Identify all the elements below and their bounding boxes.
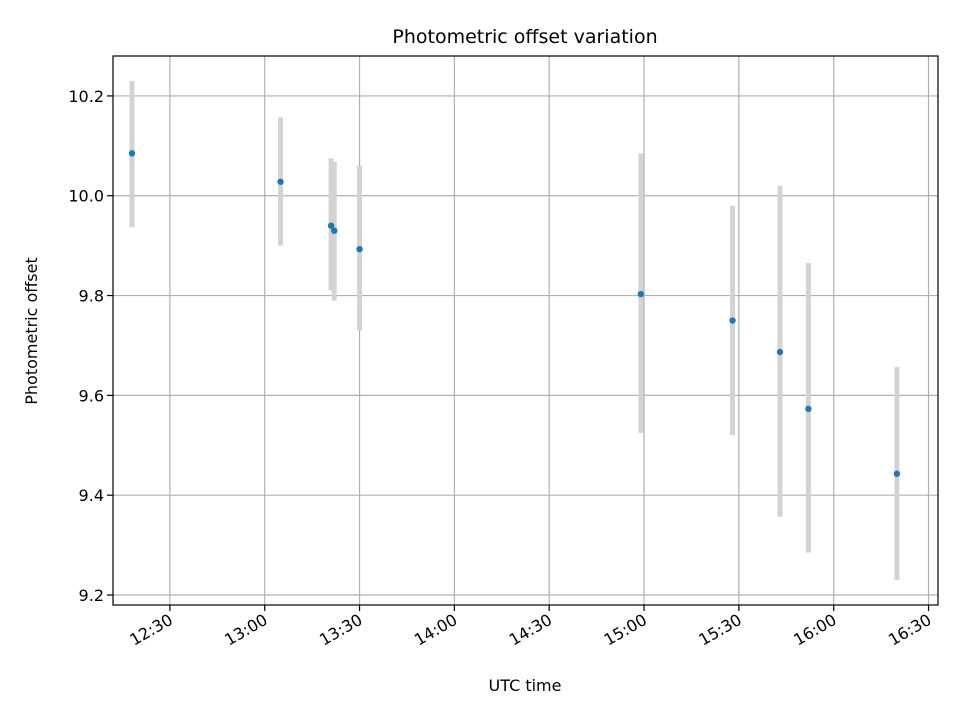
- x-tick-label: 14:30: [506, 610, 555, 650]
- data-point: [893, 470, 901, 477]
- y-tick-label: 9.2: [79, 586, 104, 605]
- data-point: [805, 405, 812, 413]
- data-points: [128, 150, 901, 477]
- data-point: [128, 150, 136, 157]
- chart-title: Photometric offset variation: [392, 26, 657, 48]
- x-tick-label: 13:30: [316, 610, 365, 650]
- grid: [113, 56, 938, 605]
- x-tick-label: 12:30: [126, 610, 175, 650]
- data-point: [327, 222, 335, 229]
- x-tick-label: 13:00: [221, 610, 270, 650]
- x-tick-label: 16:30: [885, 610, 934, 650]
- y-tick-label: 9.8: [79, 287, 104, 306]
- data-point: [729, 317, 736, 324]
- x-tick-label: 14:00: [411, 610, 460, 650]
- y-tick-label: 9.4: [79, 486, 104, 505]
- y-axis-label: Photometric offset: [22, 257, 41, 405]
- plot-frame: [112, 55, 939, 606]
- x-axis: 12:30 13:00 13:30 14:00 14:30 15:00 15:30 16:00…: [126, 605, 935, 650]
- x-axis-label: UTC time: [489, 676, 562, 695]
- data-point: [637, 290, 645, 298]
- data-point: [277, 178, 284, 185]
- y-tick-label: 10.0: [68, 187, 104, 206]
- x-tick-label: 15:30: [695, 610, 744, 650]
- x-tick-label: 15:00: [601, 610, 650, 650]
- x-tick-label: 16:00: [790, 610, 839, 650]
- data-point: [331, 227, 338, 234]
- data-point: [356, 245, 363, 253]
- y-axis: 9.2 9.4 9.6 9.8 10.0 10.2: [68, 87, 113, 605]
- data-point: [776, 348, 784, 356]
- y-tick-label: 9.6: [79, 386, 104, 405]
- y-tick-label: 10.2: [68, 87, 104, 106]
- errorbars: [129, 80, 900, 581]
